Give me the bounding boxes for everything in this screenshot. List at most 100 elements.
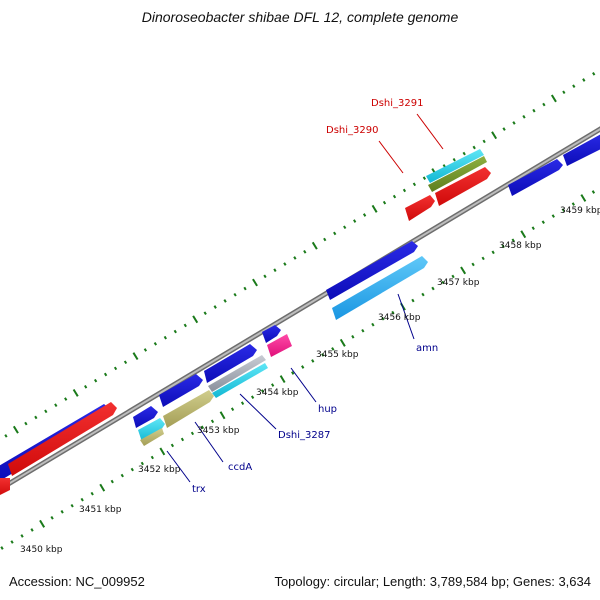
outer-tick <box>362 213 367 217</box>
outer-tick <box>283 262 287 266</box>
inner-tick <box>120 473 124 478</box>
inner-tick <box>39 519 46 528</box>
gene-label-dshi-3287[interactable]: Dshi_3287 <box>278 430 330 441</box>
inner-tick <box>110 479 114 484</box>
inner-tick <box>180 437 185 442</box>
gene-arrow[interactable] <box>140 428 164 446</box>
outer-tick <box>532 108 536 113</box>
outer-tick <box>84 385 88 389</box>
outer-tick <box>153 342 158 346</box>
inner-tick <box>291 371 295 375</box>
outer-tick <box>562 90 566 95</box>
gene-arrow[interactable] <box>8 402 117 476</box>
gene-arrow[interactable] <box>267 334 292 357</box>
outer-tick <box>462 151 466 156</box>
inner-tick <box>271 383 275 387</box>
inner-tick <box>200 425 205 430</box>
scale-label-3458: 3458 kbp <box>499 241 542 251</box>
inner-tick <box>460 266 467 275</box>
gene-arrow[interactable] <box>212 363 268 398</box>
gene-arrow[interactable] <box>563 133 600 166</box>
inner-tick <box>150 455 154 460</box>
inner-tick <box>190 431 195 436</box>
inner-tick <box>170 443 175 448</box>
gene-arrow[interactable] <box>428 156 487 192</box>
outer-tick <box>4 434 8 438</box>
inner-tick <box>140 461 144 466</box>
outer-tick <box>12 425 19 434</box>
inner-tick <box>451 274 455 279</box>
inner-tick <box>551 214 555 218</box>
gene-label-ccda[interactable]: ccdA <box>228 462 252 473</box>
outer-tick <box>103 372 108 377</box>
gene-labels: trx ccdA Dshi_3287 hup amn Dshi_3290 Dsh… <box>192 98 438 495</box>
genome-backbone <box>0 126 600 492</box>
gene-label-hup[interactable]: hup <box>318 404 337 415</box>
map-title: Dinoroseobacter shibae DFL 12, complete … <box>141 9 459 25</box>
inner-tick <box>331 347 335 351</box>
gene-arrow[interactable] <box>435 167 491 206</box>
gene-arrow[interactable] <box>208 355 266 392</box>
gene-label-trx[interactable]: trx <box>192 484 206 495</box>
gene-arrow[interactable] <box>204 344 257 383</box>
inner-tick <box>520 230 527 239</box>
outer-tick <box>293 256 297 260</box>
gene-arrow[interactable] <box>508 159 563 196</box>
outer-tick <box>143 348 148 352</box>
scale-label-3450: 3450 kbp <box>20 545 63 555</box>
inner-tick <box>301 365 305 369</box>
outer-tick <box>502 127 506 131</box>
gene-arrow[interactable] <box>405 195 435 221</box>
scale-label-3457: 3457 kbp <box>437 278 480 288</box>
inner-tick <box>491 250 495 255</box>
inner-tick <box>210 419 215 424</box>
gene-arrow[interactable] <box>163 390 214 428</box>
outer-tick <box>93 378 98 383</box>
gene-arrow[interactable] <box>0 478 10 496</box>
gene-arrow[interactable] <box>138 418 165 442</box>
gene-arrow[interactable] <box>159 374 203 407</box>
gene-arrow[interactable] <box>426 149 484 183</box>
inner-tick <box>421 292 425 297</box>
inner-tick <box>250 395 255 399</box>
label-leader-lines <box>166 113 444 483</box>
outer-tick <box>64 397 68 401</box>
scale-label-3455: 3455 kbp <box>316 350 359 360</box>
inner-tick <box>321 353 325 357</box>
inner-tick <box>230 407 235 411</box>
inner-tick <box>481 256 485 261</box>
inner-tick <box>361 328 365 333</box>
inner-tick <box>219 411 226 420</box>
gene-arrow[interactable] <box>133 406 158 428</box>
outer-tick <box>522 114 526 119</box>
inner-tick <box>80 497 84 502</box>
gene-label-dshi-3291[interactable]: Dshi_3291 <box>371 98 423 109</box>
inner-tick <box>130 467 134 472</box>
outer-tick <box>472 145 476 150</box>
inner-tick <box>99 483 106 492</box>
outer-tick <box>452 157 456 162</box>
outer-tick <box>412 182 417 187</box>
inner-tick <box>10 540 14 544</box>
outer-tick <box>323 237 327 242</box>
outer-tick <box>44 409 48 414</box>
outer-tick <box>371 204 378 213</box>
inner-tick <box>381 316 385 321</box>
gene-label-amn[interactable]: amn <box>416 343 438 354</box>
gene-arrow[interactable] <box>262 325 281 343</box>
outer-tick <box>163 335 167 340</box>
inner-tick-ring <box>0 190 596 550</box>
outer-tick <box>72 388 79 397</box>
inner-tick <box>0 546 4 550</box>
inner-tick <box>580 194 587 202</box>
reverse-strand-features <box>0 149 491 496</box>
gene-label-dshi-3290[interactable]: Dshi_3290 <box>326 125 378 136</box>
outer-tick <box>392 194 397 199</box>
gene-arrow[interactable] <box>332 256 428 320</box>
outer-tick <box>252 278 258 287</box>
outer-tick <box>512 121 516 125</box>
inner-tick <box>541 220 545 224</box>
gene-arrow[interactable] <box>326 241 418 300</box>
